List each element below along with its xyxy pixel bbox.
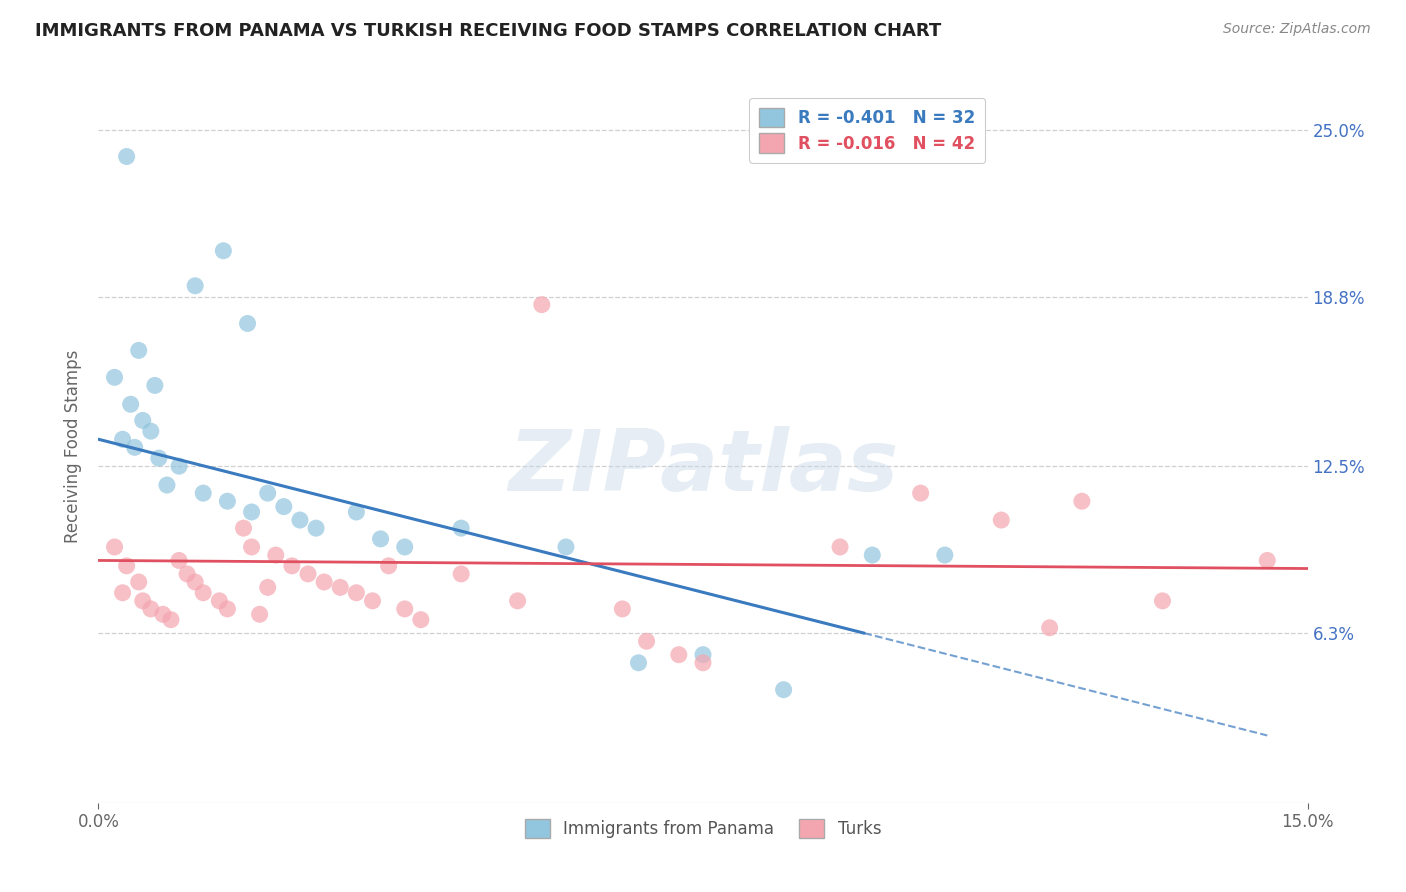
Point — [692, 648, 714, 662]
Point — [160, 613, 183, 627]
Point — [193, 586, 215, 600]
Point — [288, 513, 311, 527]
Point — [167, 553, 190, 567]
Point — [555, 540, 578, 554]
Point — [530, 298, 553, 312]
Point — [934, 548, 956, 562]
Point — [115, 558, 138, 573]
Point — [828, 540, 851, 554]
Point — [668, 648, 690, 662]
Point — [860, 548, 883, 562]
Point — [103, 370, 125, 384]
Point — [1070, 494, 1092, 508]
Point — [184, 574, 207, 589]
Point — [1152, 594, 1174, 608]
Point — [240, 505, 263, 519]
Point — [193, 486, 215, 500]
Point — [772, 682, 794, 697]
Point — [249, 607, 271, 622]
Point — [184, 278, 207, 293]
Point — [344, 586, 367, 600]
Point — [236, 317, 259, 331]
Point — [120, 397, 142, 411]
Point — [344, 505, 367, 519]
Point — [152, 607, 174, 622]
Point — [394, 540, 416, 554]
Point — [111, 586, 134, 600]
Point — [1039, 621, 1062, 635]
Point — [329, 580, 352, 594]
Point — [128, 343, 150, 358]
Point — [124, 441, 146, 455]
Point — [217, 602, 239, 616]
Point — [139, 424, 162, 438]
Point — [281, 558, 304, 573]
Point — [132, 413, 155, 427]
Point — [115, 149, 138, 163]
Point — [264, 548, 287, 562]
Point — [128, 574, 150, 589]
Point — [612, 602, 634, 616]
Text: Source: ZipAtlas.com: Source: ZipAtlas.com — [1223, 22, 1371, 37]
Point — [103, 540, 125, 554]
Point — [212, 244, 235, 258]
Point — [156, 478, 179, 492]
Point — [377, 558, 399, 573]
Point — [314, 574, 336, 589]
Point — [240, 540, 263, 554]
Point — [450, 521, 472, 535]
Text: IMMIGRANTS FROM PANAMA VS TURKISH RECEIVING FOOD STAMPS CORRELATION CHART: IMMIGRANTS FROM PANAMA VS TURKISH RECEIV… — [35, 22, 942, 40]
Point — [297, 566, 319, 581]
Point — [361, 594, 384, 608]
Point — [692, 656, 714, 670]
Y-axis label: Receiving Food Stamps: Receiving Food Stamps — [65, 350, 83, 542]
Point — [394, 602, 416, 616]
Point — [167, 459, 190, 474]
Legend: Immigrants from Panama, Turks: Immigrants from Panama, Turks — [519, 812, 887, 845]
Point — [132, 594, 155, 608]
Point — [176, 566, 198, 581]
Point — [208, 594, 231, 608]
Point — [111, 432, 134, 446]
Point — [910, 486, 932, 500]
Point — [139, 602, 162, 616]
Point — [256, 486, 278, 500]
Point — [636, 634, 658, 648]
Point — [217, 494, 239, 508]
Point — [1256, 553, 1278, 567]
Point — [506, 594, 529, 608]
Point — [148, 451, 170, 466]
Point — [143, 378, 166, 392]
Point — [450, 566, 472, 581]
Point — [409, 613, 432, 627]
Point — [370, 532, 392, 546]
Point — [305, 521, 328, 535]
Point — [273, 500, 295, 514]
Point — [232, 521, 254, 535]
Point — [256, 580, 278, 594]
Point — [627, 656, 650, 670]
Text: ZIPatlas: ZIPatlas — [508, 425, 898, 509]
Point — [990, 513, 1012, 527]
